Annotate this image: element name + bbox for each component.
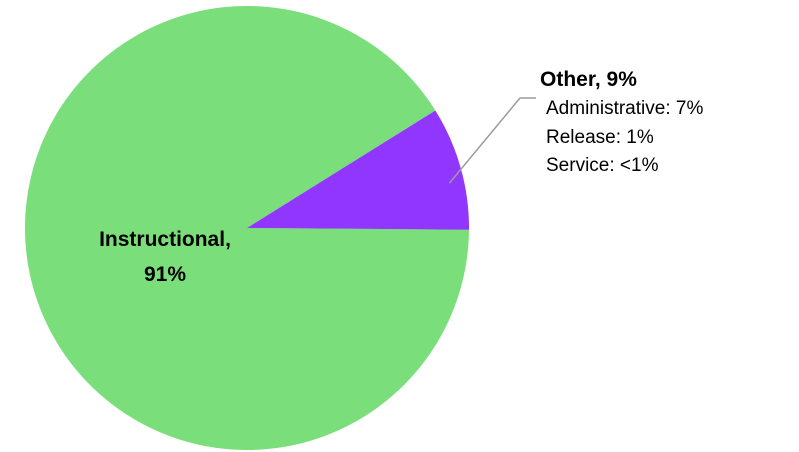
pie-slice-instructional: [24, 5, 469, 451]
slice-label-instructional-name: Instructional,: [99, 228, 231, 251]
breakdown-item-administrative: Administrative: 7%: [546, 98, 704, 119]
other-breakdown-list: Administrative: 7% Release: 1% Service: …: [540, 95, 703, 181]
other-callout: Other, 9% Administrative: 7% Release: 1%…: [540, 65, 703, 181]
slice-label-other: Other, 9%: [540, 68, 637, 91]
leader-line: [448, 97, 536, 184]
slice-label-instructional: Instructional, 91%: [70, 222, 260, 292]
breakdown-item-release: Release: 1%: [546, 126, 654, 148]
pie-slice-other: [247, 110, 469, 230]
slice-label-instructional-value: 91%: [143, 263, 187, 286]
breakdown-item-service: Service: <1%: [546, 155, 659, 176]
